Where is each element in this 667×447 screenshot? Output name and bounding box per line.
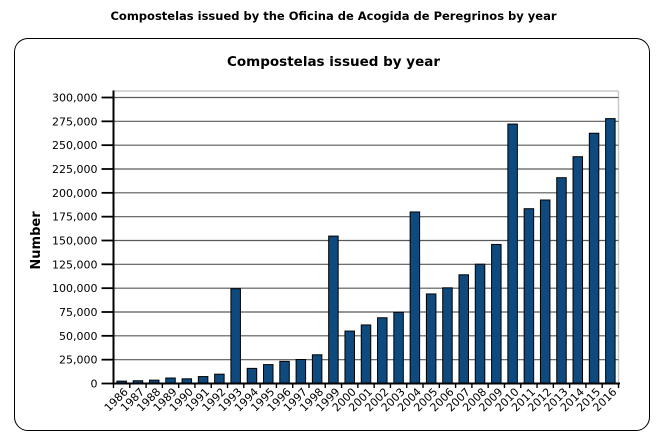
bar-2015 [588,132,600,384]
plot-area: 0 25,000 50,000 75,000 100,000 125,000 150,000… [52,90,620,414]
bar-2002 [377,317,388,384]
bar-1999 [328,235,339,384]
bar-2005 [425,293,437,384]
y-tick-label: 25,000 [59,354,98,367]
bar-2011 [523,208,535,384]
bar-1991 [197,376,209,385]
chart-title: Compostelas issued by year [226,54,441,70]
y-tick-label: 0 [91,378,98,391]
bar-1992 [214,373,225,384]
y-tick-label: 75,000 [59,306,98,319]
bar-2012 [539,199,551,384]
y-tick-label: 150,000 [52,235,98,248]
page-title: Compostelas issued by the Oficina de Aco… [110,9,557,23]
bar-2003 [393,311,404,384]
bar-2014 [572,156,584,384]
bar-1998 [311,354,323,384]
bar-2009 [491,243,502,384]
bar-2008 [474,263,486,384]
bar-1996 [279,360,290,385]
y-tick-label: 250,000 [52,139,98,152]
bar-1995 [263,364,274,384]
y-tick-label: 50,000 [59,330,98,343]
bar-2013 [556,177,567,384]
y-axis-title: Number [29,211,44,270]
bar-1997 [295,358,307,385]
y-tick-label: 175,000 [52,211,98,224]
bar-1994 [246,367,258,384]
bar-2001 [360,324,372,385]
y-tick-label: 225,000 [52,163,98,176]
bar-2016 [605,118,616,384]
y-tick-label: 100,000 [52,282,98,295]
bar-2007 [458,274,469,385]
bar-1993 [230,288,241,384]
y-tick-label: 125,000 [52,258,98,271]
bar-2006 [442,287,453,384]
y-tick-label: 200,000 [52,187,98,200]
bar-2004 [409,211,421,384]
y-tick-label: 275,000 [52,115,98,128]
bar-2000 [344,330,355,385]
y-tick-label: 300,000 [52,92,98,105]
bar-2010 [507,123,518,384]
